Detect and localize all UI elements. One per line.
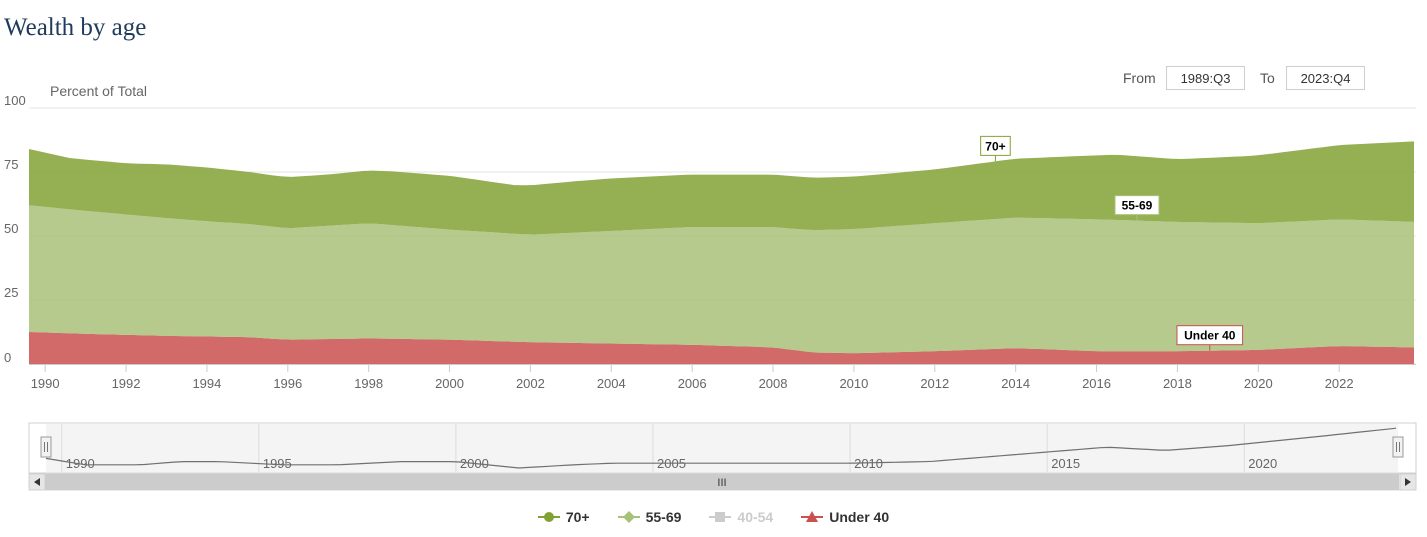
- to-label: To: [1260, 70, 1275, 86]
- y-axis-label: Percent of Total: [50, 83, 147, 99]
- scrollbar-right-arrow: [1405, 478, 1411, 486]
- flag-label: Under 40: [1184, 329, 1236, 343]
- y-tick-label: 50: [4, 221, 18, 236]
- area-under40[interactable]: [29, 332, 1414, 364]
- from-label: From: [1123, 70, 1156, 86]
- page-title: Wealth by age: [4, 14, 147, 41]
- scrollbar-thumb[interactable]: [45, 474, 1399, 490]
- flag-label: 70+: [985, 139, 1005, 153]
- navigator[interactable]: 1990 1995 2000 2005 2010 2015 2020: [28, 422, 1417, 474]
- legend-item-disabled[interactable]: 40-54: [709, 509, 773, 525]
- area-band5569[interactable]: [29, 205, 1414, 354]
- legend-label: Under 40: [829, 509, 890, 525]
- legend-item-band5569[interactable]: 55-69: [617, 509, 682, 525]
- legend-item-under40[interactable]: Under 40: [801, 509, 889, 525]
- legend-item-band70[interactable]: 70+: [537, 509, 590, 525]
- flag-label: 55-69: [1122, 199, 1153, 213]
- navigator-tick-label: 2020: [1248, 456, 1277, 471]
- circle-marker-icon: [537, 512, 560, 522]
- from-date-input[interactable]: 1989:Q3: [1166, 66, 1245, 90]
- series-flags: 70+ 55-69 Under 40: [980, 135, 1244, 351]
- x-tick-label: 2014: [1001, 376, 1030, 391]
- legend-label: 70+: [565, 509, 590, 525]
- x-tick-label: 1990: [31, 376, 60, 391]
- flag-band5569[interactable]: 55-69: [1114, 195, 1160, 221]
- x-tick-label: 2012: [920, 376, 949, 391]
- y-tick-label: 100: [4, 93, 26, 108]
- scrollbar-left-arrow: [34, 478, 40, 486]
- navigator-series-line: [45, 427, 1397, 469]
- y-tick-label: 25: [4, 285, 18, 300]
- x-tick-label: 2020: [1244, 376, 1273, 391]
- flag-band70[interactable]: 70+: [980, 135, 1011, 162]
- flag-under40[interactable]: Under 40: [1176, 325, 1244, 351]
- navigator-left-handle[interactable]: [40, 436, 52, 458]
- x-tick-label: 1994: [192, 376, 221, 391]
- legend: 70+ 55-69 40-54 Under 40: [0, 509, 1427, 525]
- diamond-marker-icon: [617, 511, 640, 523]
- area-band70[interactable]: [29, 141, 1414, 235]
- scrollbar[interactable]: III: [28, 473, 1417, 491]
- navigator-tick-label: 1995: [263, 456, 292, 471]
- navigator-right-handle[interactable]: [1392, 436, 1404, 458]
- x-tick-label: 2008: [759, 376, 788, 391]
- x-tick-label: 2006: [678, 376, 707, 391]
- x-tick-label: 2000: [435, 376, 464, 391]
- y-tick-label: 0: [4, 350, 11, 365]
- x-tick-label: 2022: [1325, 376, 1354, 391]
- x-tick-label: 1998: [354, 376, 383, 391]
- legend-label: 40-54: [737, 509, 774, 525]
- x-tick-label: 2016: [1082, 376, 1111, 391]
- to-date-input[interactable]: 2023:Q4: [1286, 66, 1365, 90]
- x-tick-label: 2004: [597, 376, 626, 391]
- plot-area: [29, 141, 1414, 364]
- triangle-marker-icon: [801, 511, 824, 522]
- x-tick-label: 1992: [112, 376, 141, 391]
- y-tick-label: 75: [4, 157, 18, 172]
- x-tick-label: 2018: [1163, 376, 1192, 391]
- navigator-tick-label: 2015: [1051, 456, 1080, 471]
- x-tick-label: 1996: [273, 376, 302, 391]
- x-tick-label: 2010: [839, 376, 868, 391]
- square-marker-icon: [709, 512, 732, 522]
- navigator-tick-label: 2010: [854, 456, 883, 471]
- x-tick-label: 2002: [516, 376, 545, 391]
- x-axis: 1990 1992 1994 1996 1998 2000 2002 2004 2006 2008…: [29, 364, 1416, 391]
- scrollbar-grip: III: [717, 477, 726, 489]
- legend-label: 55-69: [645, 509, 682, 525]
- y-axis: 0 25 50 75 100: [4, 93, 26, 365]
